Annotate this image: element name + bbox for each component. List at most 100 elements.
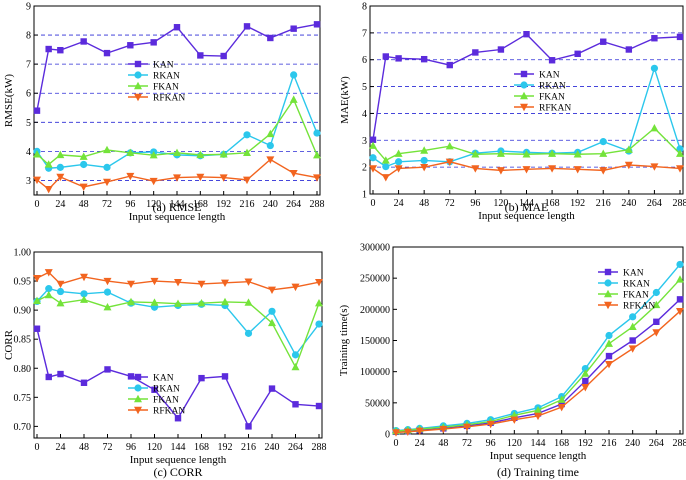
data-point	[33, 150, 41, 158]
y-axis-label: RMSE(kW)	[3, 74, 15, 128]
x-tick-label: 48	[438, 438, 448, 449]
x-tick-label: 0	[371, 198, 376, 209]
y-tick-label: 0.85	[14, 335, 32, 346]
y-tick-label: 0.95	[14, 277, 32, 288]
data-point	[394, 149, 403, 157]
data-point	[315, 402, 323, 410]
chart-caption: (d) Training time	[497, 465, 579, 479]
data-point	[548, 57, 556, 64]
data-point	[382, 53, 389, 60]
data-point	[80, 38, 87, 45]
data-point	[369, 165, 377, 173]
y-tick-label: 200000	[360, 305, 390, 316]
data-point	[219, 150, 228, 158]
data-point	[625, 46, 633, 53]
data-point	[44, 290, 53, 299]
series-line	[36, 294, 320, 369]
data-point	[395, 55, 402, 62]
data-point	[381, 174, 390, 182]
data-point	[292, 401, 299, 408]
x-tick-label: 96	[125, 199, 135, 210]
chart-caption: (b) MAE	[505, 200, 549, 214]
data-point	[557, 395, 566, 403]
legend-marker	[604, 279, 612, 287]
x-tick-label: 48	[79, 442, 89, 453]
data-point	[392, 429, 400, 437]
y-tick-label: 100000	[360, 367, 390, 378]
data-point	[582, 377, 589, 385]
data-point	[600, 38, 607, 45]
x-tick-label: 216	[240, 199, 255, 210]
data-point	[446, 61, 453, 69]
y-tick-label: 0.80	[14, 364, 32, 375]
data-point	[652, 329, 661, 337]
data-point	[548, 149, 557, 157]
legend-label: RFKAN	[623, 302, 655, 312]
data-point	[624, 145, 633, 153]
data-point	[629, 313, 637, 321]
legend-marker	[134, 60, 142, 68]
legend-label: RFKAN	[539, 104, 571, 114]
data-point	[291, 283, 300, 292]
data-point	[243, 23, 251, 30]
y-tick-label: 0.75	[14, 393, 32, 404]
data-point	[33, 325, 41, 332]
x-tick-label: 48	[419, 198, 429, 209]
chart-panel-3: 0.70 0.75 0.80 0.85 0.90 0.95 1.00 0 24 48 72 96 120…	[3, 248, 327, 480]
data-point	[676, 275, 684, 283]
legend-label: RKAN	[623, 280, 650, 290]
data-point	[80, 160, 88, 169]
data-point	[126, 172, 135, 181]
legend-marker	[134, 394, 142, 403]
y-tick-label: 6	[362, 55, 367, 66]
data-point	[244, 298, 253, 306]
x-tick-label: 0	[394, 438, 399, 449]
x-tick-label: 144	[171, 442, 186, 453]
legend-label: RFKAN	[153, 94, 185, 104]
y-tick-label: 7	[362, 28, 367, 39]
chart-caption: (a) RMSE	[153, 200, 202, 214]
data-point	[173, 148, 181, 157]
data-point	[676, 149, 684, 157]
x-tick-label: 240	[265, 442, 280, 453]
data-point	[103, 288, 112, 296]
data-point	[629, 337, 636, 344]
data-point	[80, 290, 88, 298]
legend-label: RKAN	[539, 82, 566, 92]
data-point	[221, 297, 229, 306]
x-axis-label: Input sequence length	[129, 211, 226, 223]
data-point	[445, 158, 454, 166]
series-fkan	[33, 290, 323, 371]
legend-label: FKAN	[623, 291, 649, 301]
x-tick-label: 288	[310, 199, 325, 210]
data-point	[150, 39, 157, 46]
x-tick-label: 120	[493, 198, 508, 209]
x-tick-label: 72	[102, 199, 112, 210]
data-point	[628, 322, 637, 330]
data-point	[369, 141, 377, 149]
data-point	[221, 373, 229, 380]
data-point	[150, 298, 159, 306]
data-point	[268, 318, 276, 327]
data-point	[605, 360, 613, 369]
legend-label: FKAN	[153, 83, 179, 93]
x-tick-label: 120	[507, 438, 522, 449]
y-tick-label: 300000	[360, 243, 390, 254]
legend-label: KAN	[539, 71, 560, 81]
data-point	[33, 296, 41, 305]
data-point	[80, 379, 88, 386]
data-point	[415, 427, 424, 436]
x-axis-label: Input sequence length	[490, 450, 587, 462]
y-tick-label: 1.00	[14, 248, 32, 259]
data-point	[420, 55, 428, 63]
series-rkan	[33, 285, 323, 359]
legend-marker	[520, 103, 528, 112]
data-point	[573, 166, 582, 174]
data-point	[573, 150, 582, 158]
data-point	[197, 280, 206, 289]
data-point	[103, 277, 112, 286]
data-point	[676, 165, 684, 173]
x-tick-label: 0	[35, 199, 40, 210]
